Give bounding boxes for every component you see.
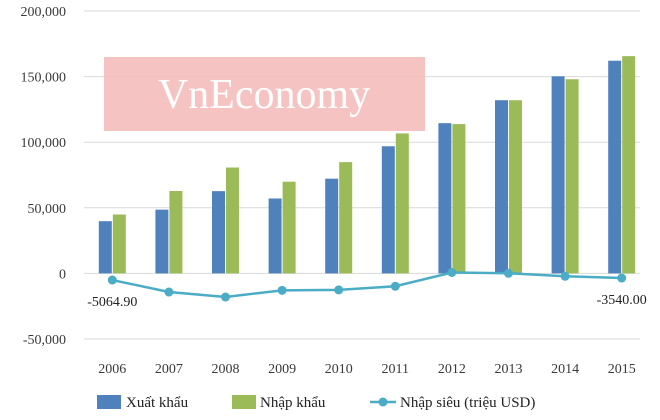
bar-xuat-khau-2012: [438, 123, 452, 274]
bar-nhap-khau-2015: [622, 56, 636, 274]
x-tick-label: 2012: [438, 362, 466, 377]
watermark: VnEconomy: [104, 57, 425, 131]
x-tick-label: 2008: [212, 362, 240, 377]
bar-nhap-khau-2007: [169, 191, 183, 274]
legend-marker: [378, 397, 388, 407]
legend-item-xuat-khau: Xuất khẩu: [97, 395, 189, 411]
y-tick-label: 200,000: [21, 5, 67, 20]
point-nhap-sieu-2012: [447, 267, 457, 277]
legend-label: Nhập siêu (triệu USD): [400, 395, 535, 411]
point-nhap-sieu-2014: [560, 271, 570, 281]
watermark-background: [104, 57, 425, 131]
legend-item-nhap-khau: Nhập khẩu: [232, 395, 326, 411]
legend-item-nhap-sieu: Nhập siêu (triệu USD): [370, 395, 535, 411]
point-nhap-sieu-2006: [107, 275, 117, 285]
bar-xuat-khau-2007: [155, 209, 169, 274]
x-tick-label: 2015: [608, 362, 636, 377]
bar-xuat-khau-2014: [551, 76, 565, 274]
bar-nhap-khau-2006: [112, 214, 126, 274]
point-nhap-sieu-2011: [390, 281, 400, 291]
bar-nhap-khau-2008: [226, 167, 239, 274]
data-label-2015: -3540.00: [597, 293, 647, 308]
y-tick-label: 50,000: [28, 202, 67, 217]
annotations: -5064.90 -3540.00: [87, 293, 647, 310]
bar-nhap-khau-2011: [395, 133, 409, 274]
bar-xuat-khau-2015: [608, 60, 622, 274]
legend: Xuất khẩu Nhập khẩu Nhập siêu (triệu USD): [97, 395, 535, 411]
point-nhap-sieu-2008: [221, 292, 230, 302]
y-tick-label: -50,000: [23, 333, 66, 348]
y-tick-label: 0: [59, 267, 66, 282]
bar-nhap-khau-2013: [509, 100, 522, 274]
bar-xuat-khau-2010: [325, 178, 339, 274]
bar-xuat-khau-2009: [268, 198, 282, 274]
y-tick-label: 150,000: [21, 71, 67, 86]
point-nhap-sieu-2013: [504, 268, 513, 278]
bar-nhap-khau-2012: [452, 124, 466, 274]
x-tick-label: 2010: [325, 362, 353, 377]
data-label-2006: -5064.90: [87, 295, 137, 310]
y-axis: -50,000 0 50,000 100,000 150,000 200,000: [21, 5, 67, 348]
line-nhap-sieu: [112, 271, 622, 299]
point-nhap-sieu-2007: [164, 287, 174, 297]
bar-nhap-khau-2009: [282, 181, 296, 274]
bar-nhap-khau-2014: [565, 79, 579, 274]
point-nhap-sieu-2009: [277, 285, 287, 295]
bar-xuat-khau-2013: [495, 100, 508, 274]
x-tick-label: 2006: [98, 362, 126, 377]
point-nhap-sieu-2015: [617, 273, 627, 283]
x-tick-label: 2007: [155, 362, 183, 377]
watermark-text: VnEconomy: [158, 72, 370, 118]
bars: [98, 56, 636, 274]
legend-label: Xuất khẩu: [126, 395, 189, 411]
bar-xuat-khau-2011: [381, 146, 395, 274]
bar-xuat-khau-2008: [212, 191, 225, 274]
y-tick-label: 100,000: [21, 136, 67, 151]
point-nhap-sieu-2010: [334, 285, 344, 295]
bar-nhap-khau-2010: [339, 162, 353, 274]
line-series: [107, 267, 627, 302]
x-axis: 2006 2007 2008 2009 2010 2011 2012 2013 2014 2015: [98, 362, 635, 377]
x-tick-label: 2011: [382, 362, 409, 377]
bar-xuat-khau-2006: [98, 221, 112, 274]
legend-label: Nhập khẩu: [260, 395, 326, 411]
legend-swatch: [97, 395, 121, 409]
x-tick-label: 2009: [268, 362, 296, 377]
x-tick-label: 2013: [495, 362, 523, 377]
legend-swatch: [232, 395, 256, 409]
x-tick-label: 2014: [551, 362, 579, 377]
